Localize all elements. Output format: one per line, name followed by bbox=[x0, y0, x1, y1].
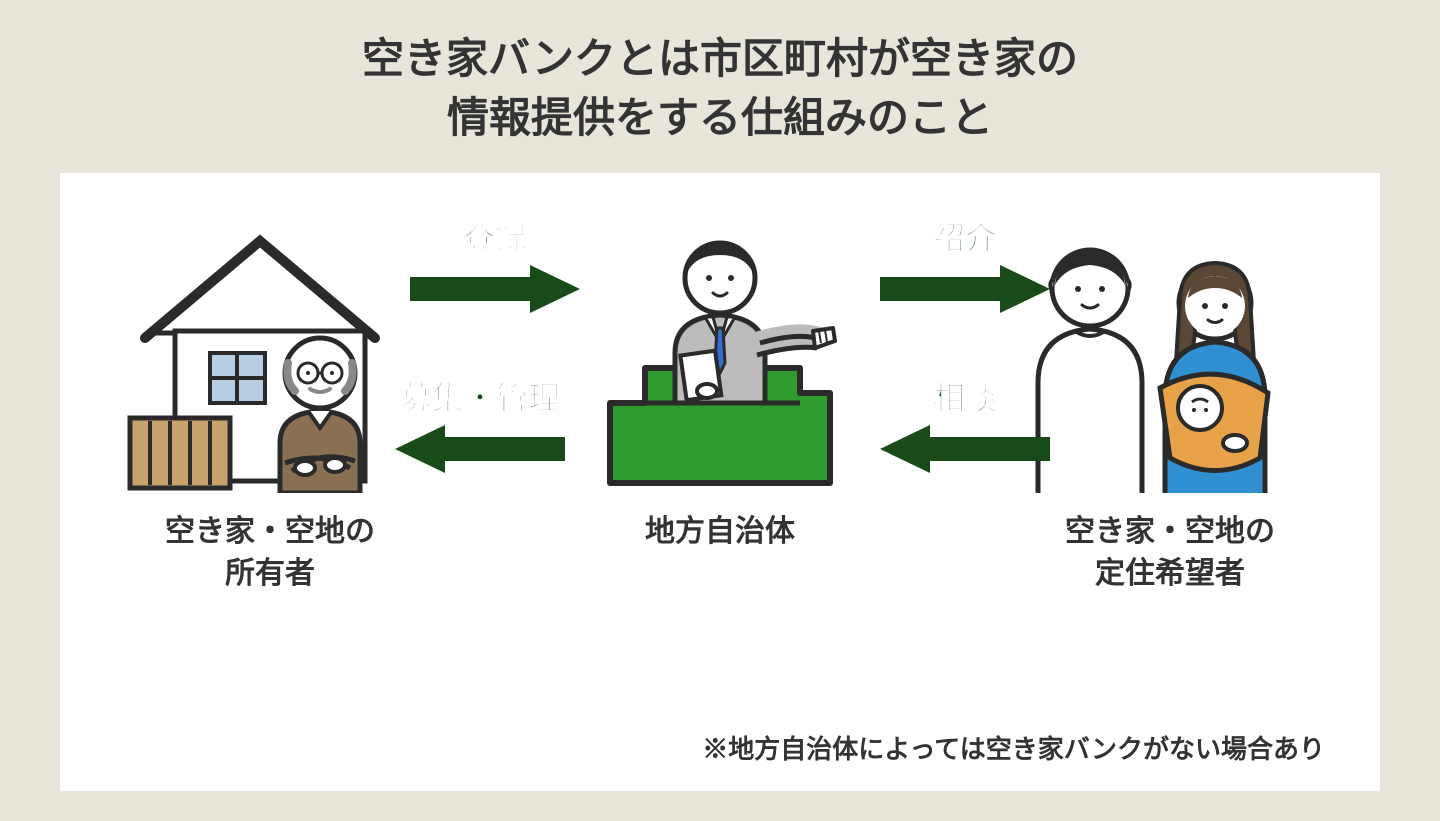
arrow-introduce-label: 紹介 bbox=[933, 213, 997, 259]
diagram-container: 空き家・空地の 所有者 bbox=[60, 173, 1380, 791]
government-icon bbox=[570, 213, 870, 493]
page-title: 空き家バンクとは市区町村が空き家の 情報提供をする仕組みのこと bbox=[362, 30, 1078, 148]
arrow-recruit-label: 募集・管理 bbox=[400, 373, 560, 419]
seeker-label: 空き家・空地の 定住希望者 bbox=[1065, 511, 1275, 595]
actor-government: 地方自治体 bbox=[560, 213, 880, 553]
arrow-recruit: 募集・管理 bbox=[395, 373, 565, 473]
actor-seeker: 空き家・空地の 定住希望者 bbox=[1010, 213, 1330, 595]
owner-label: 空き家・空地の 所有者 bbox=[165, 511, 375, 595]
arrow-left-icon bbox=[880, 425, 1050, 473]
arrow-right-icon bbox=[410, 265, 580, 313]
arrow-left-icon bbox=[395, 425, 565, 473]
arrow-register: 登録 bbox=[410, 213, 580, 313]
seeker-icon bbox=[1010, 213, 1330, 493]
arrow-register-label: 登録 bbox=[463, 213, 527, 259]
arrow-introduce: 紹介 bbox=[880, 213, 1050, 313]
owner-icon bbox=[120, 213, 420, 493]
title-line-1: 空き家バンクとは市区町村が空き家の bbox=[362, 35, 1078, 82]
government-label: 地方自治体 bbox=[645, 511, 795, 553]
actor-owner: 空き家・空地の 所有者 bbox=[110, 213, 430, 595]
arrow-right-icon bbox=[880, 265, 1050, 313]
title-line-2: 情報提供をする仕組みのこと bbox=[447, 94, 993, 141]
footnote: ※地方自治体によっては空き家バンクがない場合あり bbox=[702, 729, 1325, 766]
arrow-consult-label: 相談 bbox=[933, 373, 997, 419]
arrow-consult: 相談 bbox=[880, 373, 1050, 473]
